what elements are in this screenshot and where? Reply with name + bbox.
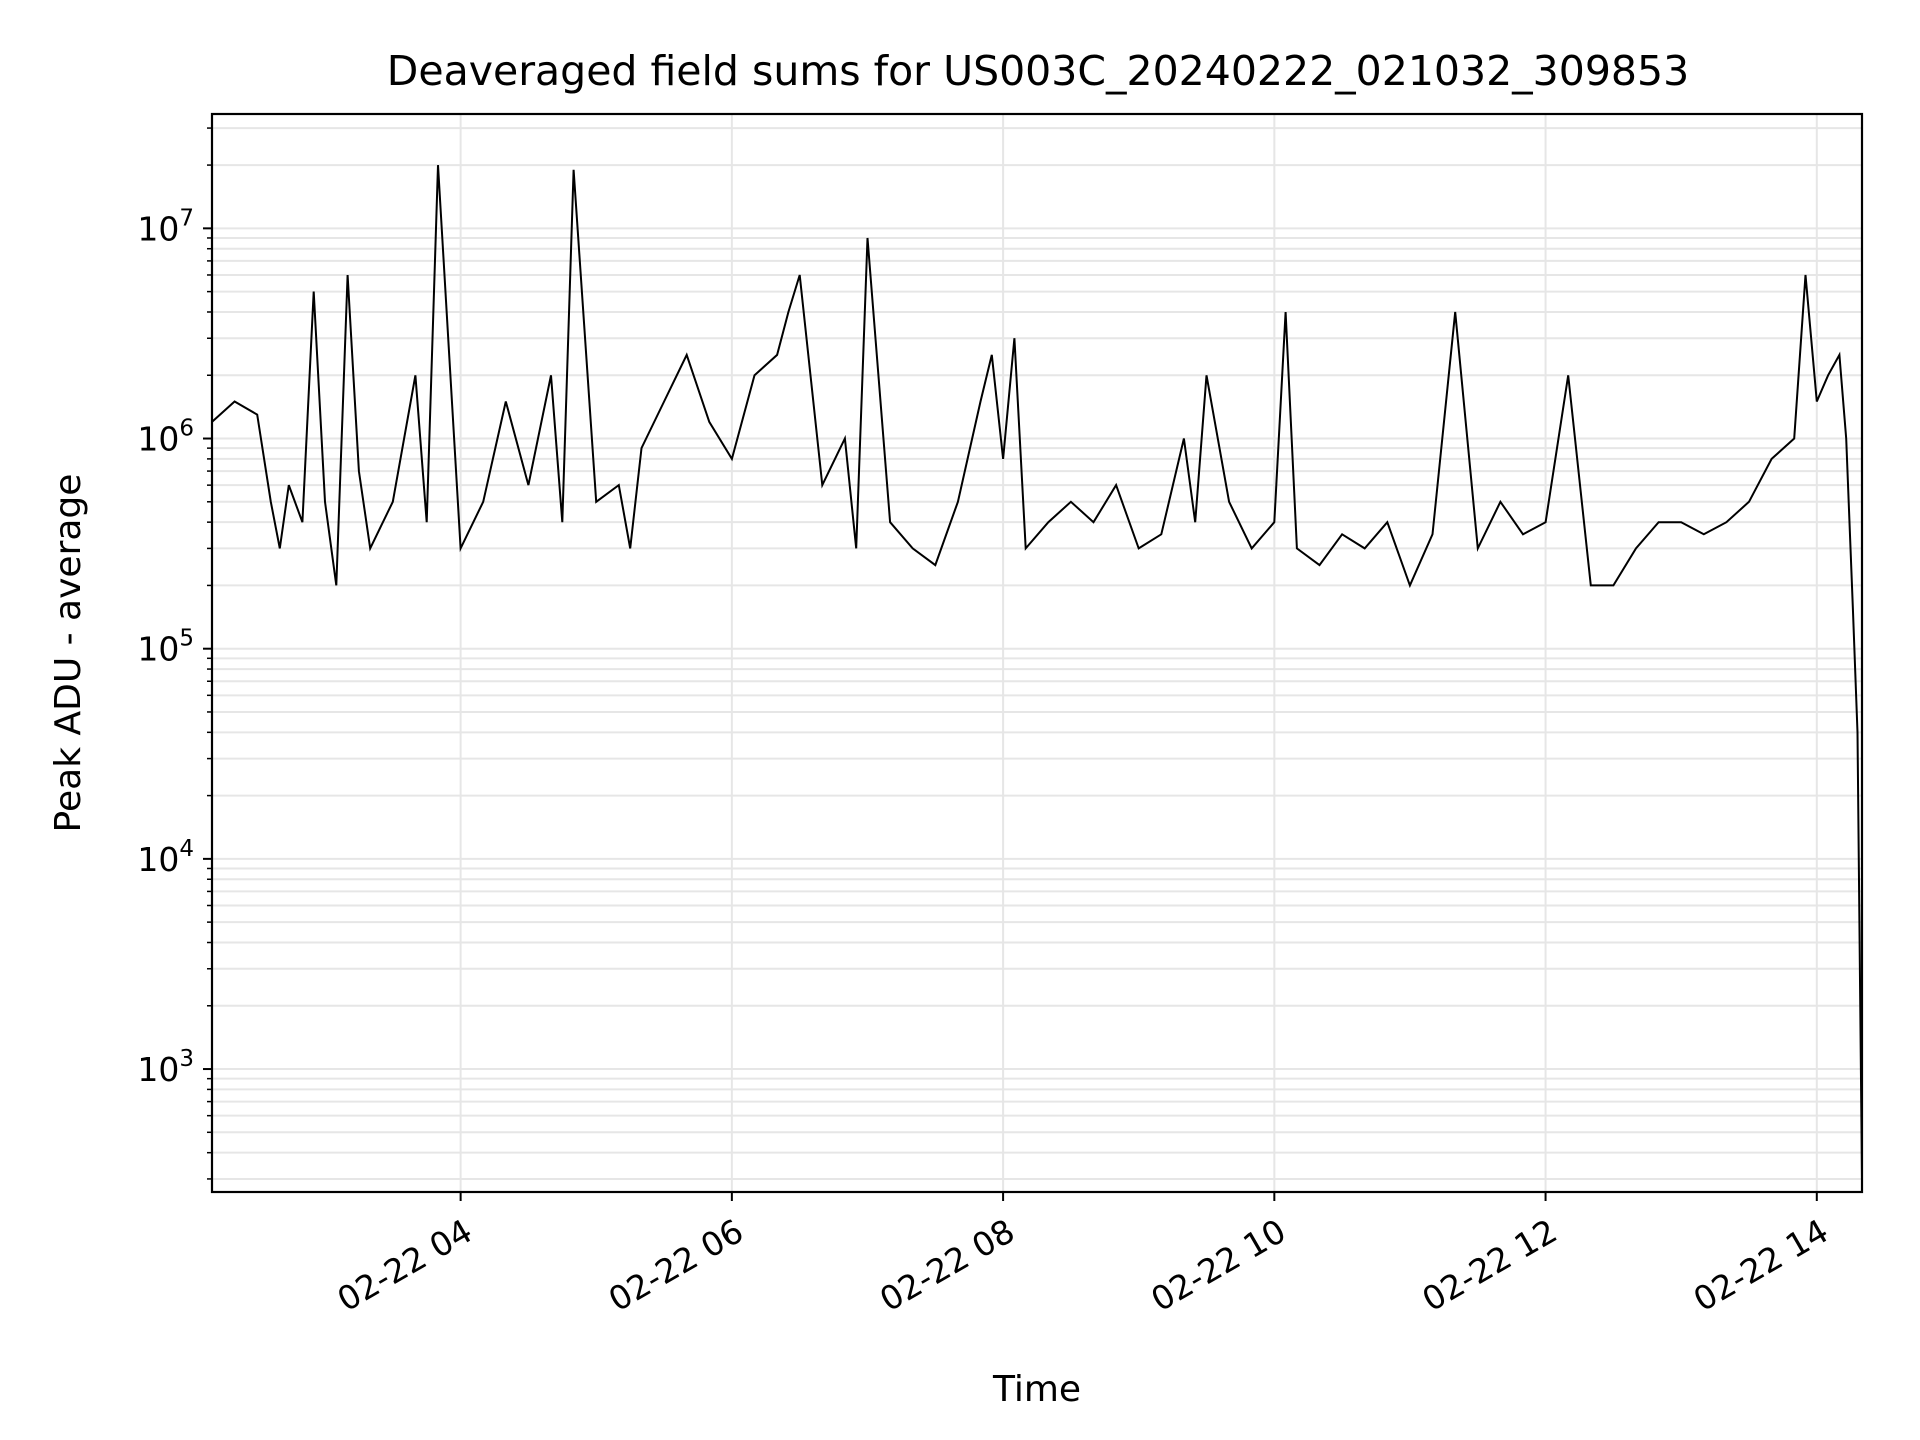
- y-tick-exponent: 3: [179, 1046, 194, 1072]
- y-tick-label: 103: [137, 1046, 194, 1089]
- x-axis-label: Time: [992, 1369, 1081, 1410]
- y-tick-label: 107: [137, 205, 194, 248]
- series-line: [211, 165, 1863, 1179]
- y-tick-exponent: 5: [179, 626, 194, 652]
- chart-title: Deaveraged field sums for US003C_2024022…: [387, 47, 1689, 95]
- y-tick-base: 10: [137, 1050, 179, 1089]
- grid-layer: [212, 114, 1862, 1192]
- y-tick-base: 10: [137, 420, 179, 459]
- y-tick-label: 106: [137, 416, 194, 459]
- y-tick-label: 104: [137, 836, 194, 879]
- y-tick-base: 10: [137, 630, 179, 669]
- plot-frame: [210, 112, 1864, 1194]
- y-axis-label: Peak ADU - average: [48, 474, 89, 833]
- y-tick-exponent: 6: [179, 416, 194, 442]
- series-layer: [211, 165, 1863, 1179]
- y-tick-label: 105: [137, 626, 194, 669]
- y-tick-base: 10: [137, 840, 179, 879]
- y-tick-exponent: 4: [179, 836, 194, 862]
- y-tick-base: 10: [137, 209, 179, 248]
- y-tick-exponent: 7: [179, 205, 194, 231]
